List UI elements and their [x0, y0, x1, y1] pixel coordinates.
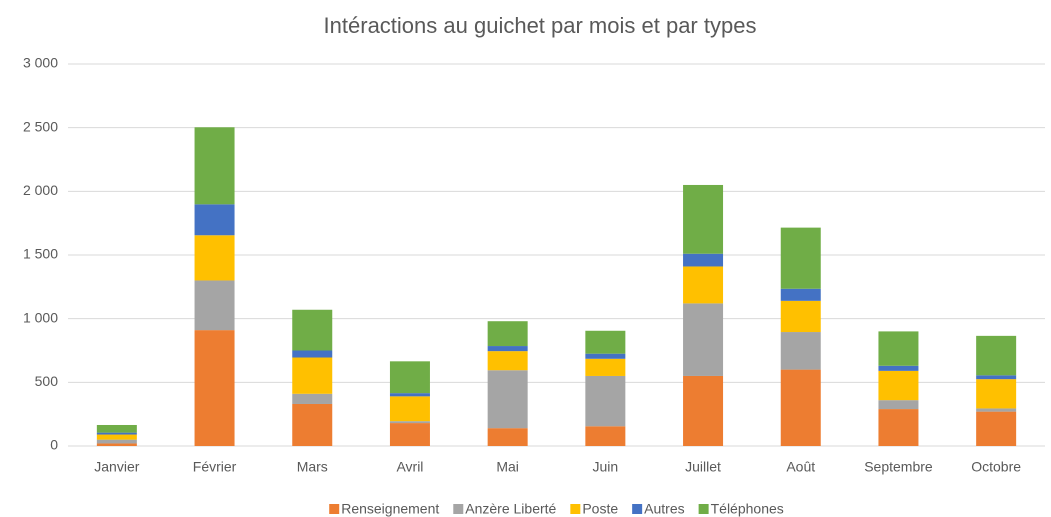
legend-label: Anzère Liberté — [465, 501, 556, 517]
y-tick-label: 1 000 — [23, 309, 58, 325]
bar-segment — [96, 434, 137, 440]
legend-swatch — [632, 504, 643, 514]
y-tick-label: 500 — [35, 373, 59, 389]
legend-label: Téléphones — [711, 501, 784, 517]
bar-segment — [585, 358, 626, 376]
legend-swatch — [570, 504, 581, 514]
x-tick-label: Août — [786, 459, 815, 475]
bar-segment — [585, 375, 626, 427]
y-tick-label: 1 500 — [23, 246, 58, 262]
bar-segment — [487, 346, 528, 352]
bar-segment — [585, 426, 626, 446]
bar-segment — [976, 411, 1017, 446]
bar-segment — [487, 370, 528, 429]
x-tick-label: Juillet — [685, 459, 721, 475]
bar-segment — [487, 351, 528, 371]
bar-segment — [780, 300, 821, 333]
y-tick-label: 0 — [50, 437, 58, 453]
legend-swatch — [453, 504, 464, 514]
bar-segment — [585, 330, 626, 354]
bar-segment — [976, 408, 1017, 412]
bar-segment — [194, 204, 235, 236]
bar-segment — [96, 432, 137, 435]
bar-segment — [389, 421, 430, 424]
bar-segment — [292, 350, 333, 358]
x-tick-label: Septembre — [864, 459, 933, 475]
legend-label: Autres — [644, 501, 684, 517]
bar-segment — [389, 423, 430, 446]
bar-segment — [96, 443, 137, 446]
bar-segment — [96, 439, 137, 444]
legend-swatch — [329, 504, 340, 514]
bar-segment — [292, 357, 333, 394]
bar-segment — [292, 403, 333, 446]
x-tick-label: Mai — [496, 459, 519, 475]
bar-segment — [683, 375, 724, 446]
bar-segment — [194, 127, 235, 205]
bar-segment — [878, 370, 919, 401]
x-tick-label: Avril — [396, 459, 423, 475]
legend-label: Renseignement — [341, 501, 439, 517]
x-tick-label: Janvier — [94, 459, 139, 475]
x-tick-label: Juin — [593, 459, 619, 475]
x-tick-label: Mars — [297, 459, 328, 475]
x-tick-label: Février — [193, 459, 237, 475]
bar-segment — [487, 428, 528, 446]
bar-segment — [389, 393, 430, 397]
y-tick-label: 2 500 — [23, 118, 58, 134]
bar-segment — [780, 332, 821, 370]
legend-label: Poste — [582, 501, 618, 517]
bar-segment — [878, 331, 919, 366]
bar-segment — [683, 266, 724, 304]
bar-segment — [194, 235, 235, 281]
bar-segment — [96, 424, 137, 433]
bar-segment — [194, 280, 235, 331]
bar-segment — [683, 253, 724, 267]
bar-segment — [683, 303, 724, 376]
bar-segment — [976, 335, 1017, 376]
bar-segment — [780, 227, 821, 289]
bar-segment — [976, 375, 1017, 380]
x-tick-label: Octobre — [971, 459, 1021, 475]
chart-title: Intéractions au guichet par mois et par … — [324, 13, 757, 38]
bar-segment — [878, 400, 919, 410]
bar-segment — [878, 409, 919, 446]
bar-segment — [389, 396, 430, 422]
bar-segment — [780, 288, 821, 301]
bar-segment — [292, 309, 333, 351]
bar-segment — [487, 321, 528, 347]
bar-segment — [976, 379, 1017, 409]
y-tick-label: 3 000 — [23, 55, 58, 71]
bar-segment — [585, 353, 626, 359]
y-tick-label: 2 000 — [23, 182, 58, 198]
bar-segment — [780, 369, 821, 446]
bar-segment — [292, 393, 333, 404]
bar-segment — [389, 361, 430, 394]
legend-swatch — [698, 504, 709, 514]
bar-segment — [878, 365, 919, 371]
bar-segment — [194, 330, 235, 446]
bar-segment — [683, 184, 724, 254]
